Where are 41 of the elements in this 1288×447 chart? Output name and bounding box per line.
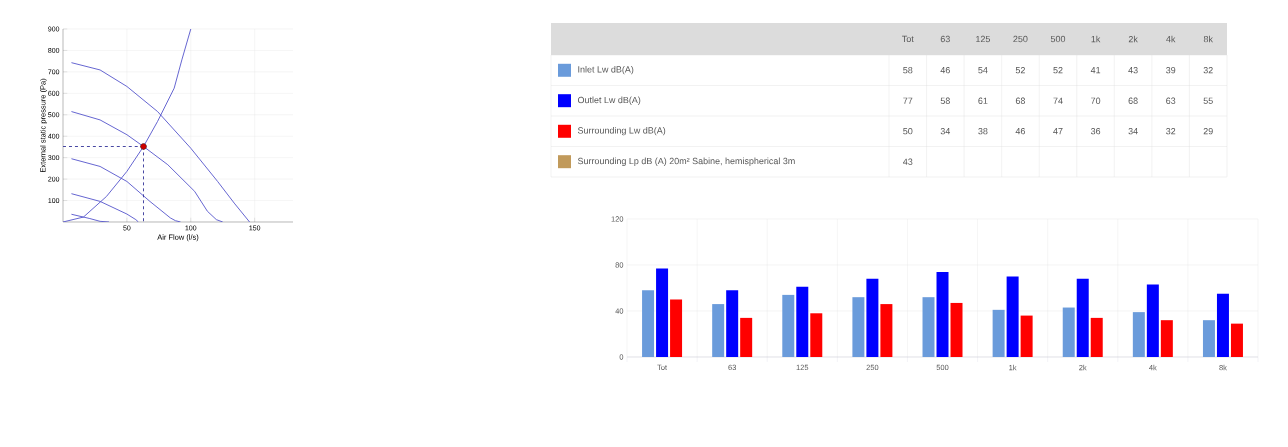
- data-label: 58: [903, 67, 913, 74]
- category-label: 2k: [1128, 35, 1138, 43]
- data-label: 32: [1203, 67, 1213, 74]
- category-label: Tot: [902, 35, 914, 43]
- data-label: 46: [1015, 128, 1025, 135]
- data-label: 74: [1053, 97, 1063, 104]
- category-label: 250: [1013, 35, 1028, 43]
- category-label: 4k: [1166, 35, 1176, 43]
- legend-label: Inlet Lw dB(A): [578, 66, 634, 75]
- data-label: 41: [1090, 67, 1101, 74]
- data-label: 32: [1166, 128, 1176, 135]
- data-label: 50: [903, 128, 913, 135]
- category-label: 125: [976, 35, 990, 43]
- category-label: 63: [940, 35, 950, 43]
- data-label: 43: [1128, 67, 1138, 74]
- data-label: 77: [903, 97, 913, 104]
- data-label: 63: [1166, 97, 1176, 104]
- category-label: 1k: [1091, 35, 1101, 43]
- data-label: 68: [1128, 97, 1138, 104]
- data-label: 61: [978, 97, 988, 104]
- data-label: 70: [1091, 97, 1101, 104]
- data-label: 52: [1015, 67, 1025, 74]
- data-label: 43: [903, 158, 913, 165]
- data-label: 34: [1128, 128, 1138, 135]
- data-label: 38: [978, 128, 988, 135]
- category-label: 8k: [1203, 35, 1213, 43]
- data-label: 39: [1166, 67, 1176, 74]
- data-label: 52: [1053, 67, 1063, 74]
- data-label: 29: [1203, 128, 1213, 135]
- category-label: 500: [1050, 35, 1066, 43]
- data-label: 58: [940, 97, 950, 104]
- data-label: 36: [1090, 128, 1101, 135]
- data-label: 47: [1053, 128, 1063, 135]
- data-label: 46: [940, 67, 950, 74]
- legend-label: Surrounding Lw dB(A): [577, 127, 666, 136]
- data-label: 54: [978, 67, 988, 74]
- legend-label: Surrounding Lp dB (A) 20m² Sabine, hemispherical 3m: [577, 157, 795, 166]
- data-label: 34: [940, 128, 951, 135]
- data-label: 68: [1015, 97, 1025, 104]
- legend-label: Outlet Lw dB(A): [577, 96, 641, 105]
- data-label: 55: [1203, 97, 1213, 104]
